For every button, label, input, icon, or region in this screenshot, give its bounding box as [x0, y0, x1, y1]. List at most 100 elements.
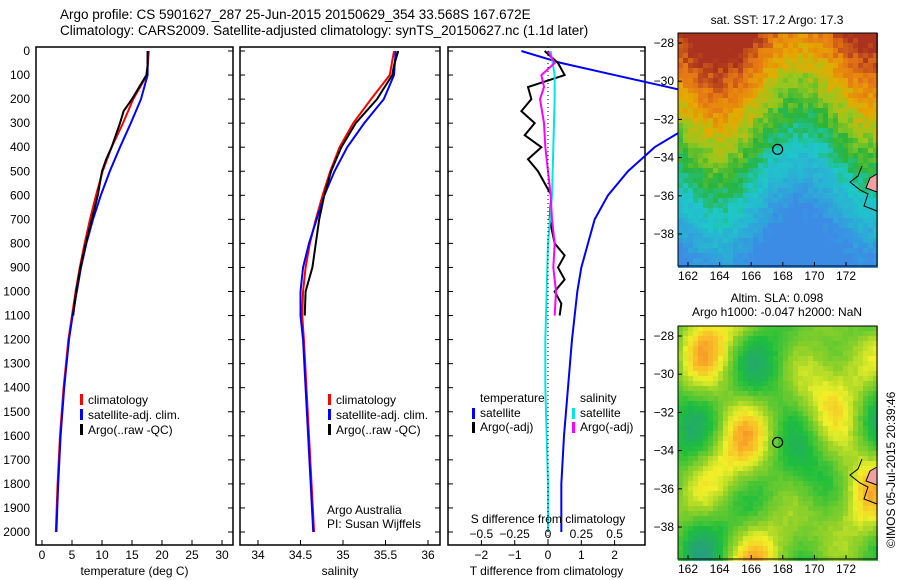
- annotation-text: PI: Susan Wijffels: [327, 517, 421, 531]
- legend-swatch: [572, 422, 575, 433]
- x-tick-label: 36: [421, 548, 435, 562]
- y-tick-label: 1100: [4, 309, 30, 323]
- y-tick-label: 1300: [3, 357, 30, 371]
- map-x-tick-label: 168: [773, 269, 793, 283]
- x-tick-label: 15: [125, 548, 139, 562]
- series-line-s-satellite: [544, 50, 556, 532]
- x-tick-label: 35.5: [374, 548, 398, 562]
- y-tick-label: 1200: [3, 333, 30, 347]
- legend-label: satellite: [580, 406, 621, 420]
- legend-swatch: [472, 422, 475, 433]
- x-tick-label: 34: [251, 548, 265, 562]
- map-x-tick-label: 172: [836, 269, 856, 283]
- sla-map-title: Altim. SLA: 0.098: [731, 291, 824, 305]
- x2-tick-label: 0.25: [570, 527, 594, 541]
- legend-swatch: [328, 424, 331, 435]
- x-axis-label: T difference from climatology: [470, 564, 624, 578]
- map-y-tick-label: −36: [654, 189, 675, 203]
- legend-label: Argo(-adj): [580, 420, 633, 434]
- x-tick-label: 2: [611, 548, 618, 562]
- map-y-tick-label: −38: [654, 520, 675, 534]
- y-tick-label: 1000: [3, 285, 30, 299]
- y-tick-label: 900: [10, 260, 30, 274]
- x-tick-label: 5: [69, 548, 76, 562]
- series-line-argo-raw-qc-: [72, 51, 149, 316]
- legend-label: Argo(-adj): [480, 420, 533, 434]
- y-tick-label: 1500: [3, 405, 30, 419]
- legend-label: climatology: [88, 393, 148, 407]
- legend-label: Argo(..raw -QC): [336, 423, 421, 437]
- sla-map-grid: [678, 326, 878, 561]
- legend-label: satellite-adj. clim.: [88, 408, 180, 422]
- y-tick-label: 700: [10, 212, 30, 226]
- map-y-tick-label: −36: [654, 482, 675, 496]
- sla-map-subtitle: Argo h1000: -0.047 h2000: NaN: [692, 305, 862, 319]
- legend-swatch: [472, 408, 475, 419]
- map-y-tick-label: −30: [654, 74, 675, 88]
- coastline: [849, 165, 878, 212]
- series-line-climatology: [301, 50, 395, 533]
- y-tick-label: 400: [10, 140, 30, 154]
- x-tick-label: 34.5: [289, 548, 313, 562]
- panel-frame-difference: [447, 46, 646, 546]
- legend-heading-temperature: temperature: [480, 391, 545, 405]
- legend-label: satellite: [480, 406, 521, 420]
- credit-text: ©IMOS 05-Jul-2015 20:39:46: [884, 391, 898, 548]
- y-tick-label: 500: [10, 164, 30, 178]
- map-y-tick-label: −34: [654, 444, 675, 458]
- y-tick-label: 300: [10, 116, 30, 130]
- map-x-tick-label: 164: [710, 269, 730, 283]
- x-tick-label: 35: [336, 548, 350, 562]
- y-tick-label: 600: [10, 188, 30, 202]
- legend-swatch: [572, 408, 575, 419]
- x-axis-label: salinity: [322, 564, 359, 578]
- y-tick-label: 0: [23, 44, 30, 58]
- map-y-tick-label: −28: [654, 36, 675, 50]
- map-x-tick-label: 170: [804, 562, 824, 576]
- series-line-t-argo-adj-: [519, 50, 567, 316]
- series-line-s-argo-adj-: [538, 50, 558, 316]
- x-tick-label: 30: [215, 548, 229, 562]
- x-tick-label: −1: [508, 548, 522, 562]
- legend-heading-salinity: salinity: [580, 391, 617, 405]
- coastline: [849, 458, 878, 505]
- legend-swatch: [328, 409, 331, 420]
- argo-location-marker: [772, 436, 784, 448]
- map-y-tick-label: −38: [654, 227, 675, 241]
- x2-tick-label: −0.25: [499, 527, 530, 541]
- legend-label: Argo(..raw -QC): [88, 423, 173, 437]
- sst-map-grid: [678, 33, 878, 268]
- map-x-tick-label: 166: [741, 562, 761, 576]
- x-tick-label: 0: [545, 548, 552, 562]
- panel-frame-temperature: [35, 46, 234, 546]
- sla-map-frame: [677, 325, 878, 560]
- y-tick-label: 1900: [3, 501, 30, 515]
- title-line-1: Argo profile: CS 5901627_287 25-Jun-2015…: [60, 7, 531, 22]
- title-line-2: Climatology: CARS2009. Satellite-adjuste…: [60, 23, 589, 38]
- x-tick-label: 1: [578, 548, 585, 562]
- map-y-tick-label: −30: [654, 367, 675, 381]
- y-tick-label: 200: [10, 92, 30, 106]
- series-line-t-satellite: [521, 50, 724, 532]
- x-tick-label: 20: [155, 548, 169, 562]
- legend-swatch: [328, 394, 331, 405]
- y-tick-label: 800: [10, 236, 30, 250]
- sst-map-title: sat. SST: 17.2 Argo: 17.3: [711, 13, 844, 27]
- x2-tick-label: −0.5: [469, 527, 493, 541]
- x2-tick-label: 0: [545, 527, 552, 541]
- y-tick-label: 100: [10, 68, 30, 82]
- x2-tick-label: 0.5: [606, 527, 623, 541]
- map-y-tick-label: −32: [654, 405, 675, 419]
- x-axis-label: temperature (deg C): [80, 564, 188, 578]
- x-tick-label: 10: [95, 548, 109, 562]
- map-x-tick-label: 172: [836, 562, 856, 576]
- x2-axis-label: S difference from climatology: [471, 512, 626, 526]
- map-y-tick-label: −28: [654, 329, 675, 343]
- annotation-text: Argo Australia: [327, 503, 402, 517]
- map-x-tick-label: 168: [773, 562, 793, 576]
- x-tick-label: 0: [39, 548, 46, 562]
- series-line-satellite-adj-clim-: [299, 50, 397, 533]
- map-y-tick-label: −34: [654, 151, 675, 165]
